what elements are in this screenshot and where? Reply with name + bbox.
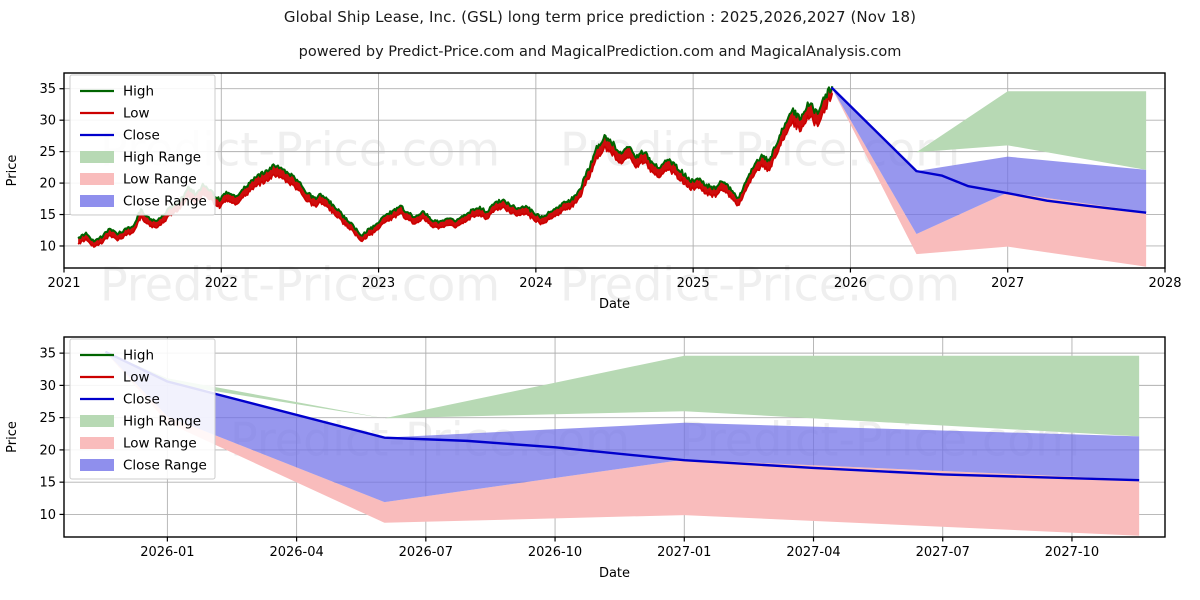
legend-swatch-5 (80, 195, 114, 207)
legend-label-1: Low (123, 370, 150, 386)
svg-text:10: 10 (39, 239, 56, 254)
low-range-band (105, 351, 1140, 536)
close-range-band (105, 351, 1140, 503)
axis-frame (63, 336, 1166, 538)
forecast-bands (831, 87, 1147, 267)
svg-text:2026-01: 2026-01 (140, 545, 194, 560)
svg-text:2027-01: 2027-01 (657, 545, 711, 560)
svg-text:2026-07: 2026-07 (399, 545, 453, 560)
svg-text:2023: 2023 (362, 276, 395, 291)
high-range-band (105, 351, 1140, 437)
svg-text:Predict-Price.com: Predict-Price.com (100, 258, 500, 312)
legend-label-3: High Range (123, 414, 201, 430)
y-axis-label: Price (5, 421, 20, 453)
svg-text:20: 20 (39, 177, 56, 192)
bottom-chart-panel: Predict-Price.comPredict-Price.com101520… (0, 325, 1200, 600)
svg-text:20: 20 (39, 443, 56, 458)
page-subtitle: powered by Predict-Price.com and Magical… (298, 44, 902, 60)
top-chart-svg: Predict-Price.com Predict-Price.comPredic… (5, 72, 1182, 312)
legend-swatch-4 (80, 437, 114, 449)
svg-text:2022: 2022 (205, 276, 238, 291)
legend-label-2: Close (123, 128, 160, 144)
svg-text:2021: 2021 (47, 276, 80, 291)
legend-label-5: Close Range (123, 194, 207, 210)
svg-text:35: 35 (39, 347, 56, 362)
x-axis-label: Date (599, 566, 630, 581)
svg-text:30: 30 (39, 379, 56, 394)
svg-text:2025: 2025 (677, 276, 710, 291)
svg-text:Predict-Price.com: Predict-Price.com (560, 258, 960, 312)
legend-swatch-5 (80, 459, 114, 471)
watermark: Predict-Price.com Predict-Price.comPredic… (100, 123, 960, 312)
x-axis-ticks: 2026-01 2026-04 2026-07 2026-10 2027-01 2027-… (140, 537, 1099, 560)
y-axis-label: Price (5, 155, 20, 187)
svg-text:2027: 2027 (991, 276, 1024, 291)
svg-text:35: 35 (39, 82, 56, 97)
svg-text:25: 25 (39, 411, 56, 426)
close-range-band (831, 87, 1147, 235)
high-range-band (831, 87, 1147, 170)
svg-text:2027-10: 2027-10 (1045, 545, 1099, 560)
svg-text:2024: 2024 (519, 276, 552, 291)
top-chart-panel: Predict-Price.com Predict-Price.com Predic… (0, 60, 1200, 320)
legend-label-4: Low Range (123, 436, 197, 452)
page-title: Global Ship Lease, Inc. (GSL) long term … (283, 8, 917, 26)
chart-legend: High Low Close High Range Low Range Close Ran… (69, 74, 216, 216)
legend-label-0: High (123, 348, 154, 364)
svg-text:15: 15 (39, 476, 56, 491)
close-forecast-line (104, 350, 1140, 482)
svg-text:2028: 2028 (1148, 276, 1181, 291)
y-axis-ticks: 10 15 20 25 30 35 (39, 347, 64, 523)
x-axis-label: Date (599, 297, 630, 312)
svg-text:2027-04: 2027-04 (786, 545, 840, 560)
legend-label-1: Low (123, 106, 150, 122)
legend-label-0: High (123, 84, 154, 100)
low-range-band (831, 87, 1147, 267)
svg-text:30: 30 (39, 114, 56, 129)
legend-label-3: High Range (123, 150, 201, 166)
svg-text:10: 10 (39, 508, 56, 523)
y-axis-ticks: 10 15 20 25 30 35 (39, 82, 64, 254)
legend-label-4: Low Range (123, 172, 197, 188)
svg-text:15: 15 (39, 208, 56, 223)
axis-frame (63, 72, 1166, 269)
legend-swatch-4 (80, 173, 114, 185)
legend-swatch-3 (80, 151, 114, 163)
svg-text:2027-07: 2027-07 (916, 545, 970, 560)
svg-text:2026: 2026 (834, 276, 867, 291)
legend-label-2: Close (123, 392, 160, 408)
legend-swatch-3 (80, 415, 114, 427)
svg-text:25: 25 (39, 145, 56, 160)
legend-label-5: Close Range (123, 458, 207, 474)
close-forecast-line (830, 86, 1147, 214)
chart-legend: High Low Close High Range Low Range Close Ran… (69, 338, 216, 480)
bottom-chart-svg: Predict-Price.comPredict-Price.com101520… (5, 336, 1166, 581)
svg-text:2026-10: 2026-10 (528, 545, 582, 560)
forecast-bands (105, 351, 1140, 536)
x-axis-ticks: 2021 2022 2023 2024 2025 2026 2027 2028 (47, 268, 1182, 291)
svg-text:2026-04: 2026-04 (269, 545, 323, 560)
